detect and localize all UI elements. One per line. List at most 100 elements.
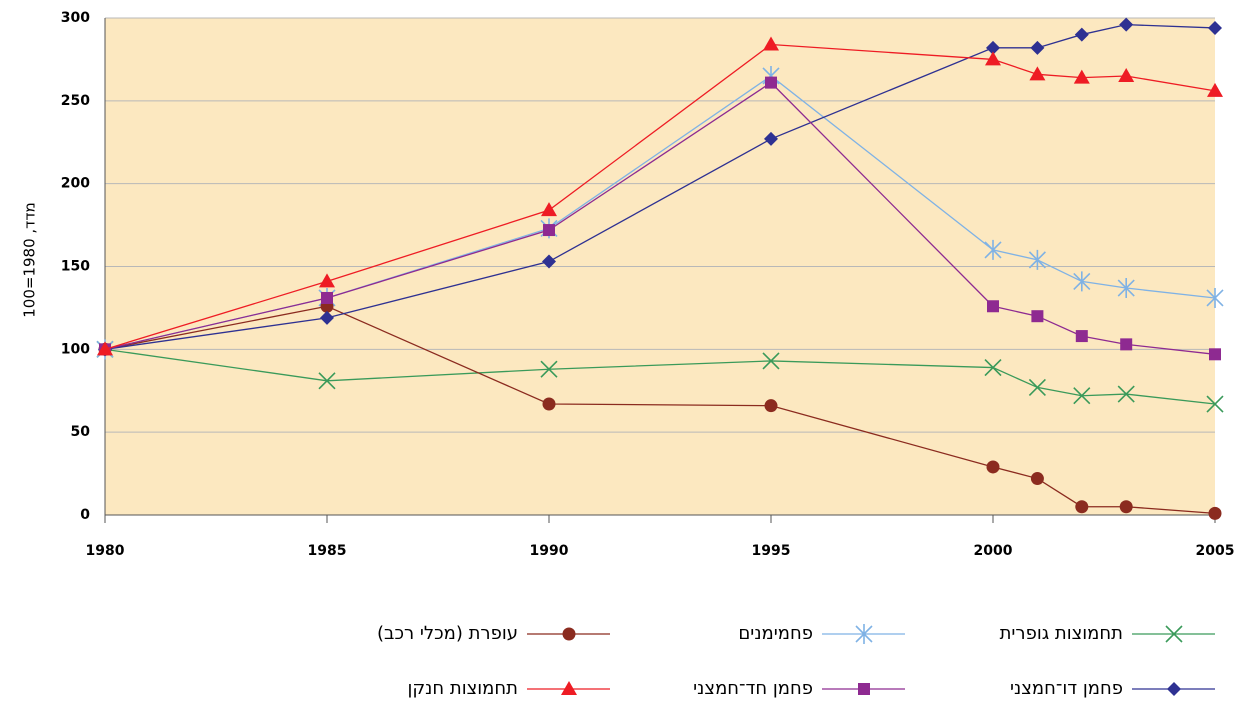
y-tick-label: 150 <box>61 259 90 275</box>
marker-part <box>764 399 778 413</box>
marker <box>1073 387 1091 405</box>
marker <box>97 341 113 356</box>
marker-part <box>1117 385 1135 403</box>
marker-part <box>1207 82 1223 97</box>
marker-part <box>1073 69 1090 84</box>
marker <box>1028 249 1046 270</box>
marker-part <box>763 36 779 51</box>
y-axis-label: מדד, 1980=100 <box>21 202 39 318</box>
marker <box>543 224 555 237</box>
marker <box>1075 500 1089 514</box>
marker <box>1030 472 1044 486</box>
marker <box>986 40 1000 55</box>
legend-marker <box>858 683 870 695</box>
marker-part <box>1119 500 1133 514</box>
marker <box>1117 385 1135 403</box>
marker <box>764 131 778 146</box>
marker-part <box>1075 500 1089 514</box>
marker-part <box>542 254 556 269</box>
marker <box>1208 506 1222 520</box>
marker-part <box>1073 271 1091 292</box>
legend-label: פחמן חד־חמצני <box>693 678 813 699</box>
marker-part <box>984 239 1002 260</box>
marker <box>986 460 1000 474</box>
legend-label: פחמן דו־חמצני <box>1010 678 1123 699</box>
marker <box>321 291 333 304</box>
marker <box>1209 348 1221 361</box>
marker <box>541 202 557 217</box>
marker <box>1075 330 1088 343</box>
marker <box>320 310 334 325</box>
marker-part <box>1030 472 1044 486</box>
marker-part <box>1074 27 1089 42</box>
marker <box>1073 271 1091 292</box>
marker-part <box>1209 348 1221 361</box>
marker-part <box>562 627 576 641</box>
marker <box>542 254 556 269</box>
marker-part <box>855 624 873 644</box>
marker-part <box>1118 67 1135 82</box>
marker <box>1118 67 1135 82</box>
legend-label: תחמוצות גופרית <box>1000 623 1123 644</box>
y-tick-label: 0 <box>80 507 90 523</box>
marker-part <box>97 341 113 356</box>
marker <box>1207 82 1223 97</box>
legend-marker <box>1165 625 1183 643</box>
marker <box>1074 27 1089 42</box>
marker <box>1208 20 1222 35</box>
marker-part <box>1029 66 1046 81</box>
marker <box>542 397 556 411</box>
legend-label: עופרת (מכלי רכב) <box>377 623 518 644</box>
marker-part <box>987 300 999 313</box>
marker-part <box>1167 682 1181 696</box>
marker-part <box>764 131 778 146</box>
marker-part <box>541 202 557 217</box>
y-tick-label: 200 <box>61 176 90 192</box>
marker-part <box>1031 310 1044 323</box>
marker-part <box>986 460 1000 474</box>
x-tick-label: 1995 <box>752 543 791 559</box>
marker-part <box>561 681 577 695</box>
legend-marker <box>1167 682 1181 696</box>
y-tick-label: 100 <box>61 341 90 357</box>
marker-part <box>858 683 870 695</box>
marker-part <box>1208 506 1222 520</box>
legend-marker <box>562 627 576 641</box>
marker <box>1030 40 1045 55</box>
marker-part <box>1028 378 1046 397</box>
marker <box>763 36 779 51</box>
legend-marker <box>855 624 873 644</box>
x-tick-label: 1985 <box>308 543 347 559</box>
y-tick-label: 250 <box>61 93 90 109</box>
legend-label: תחמוצות חנקן <box>408 678 519 699</box>
marker-part <box>984 358 1002 377</box>
marker-part <box>542 397 556 411</box>
marker-part <box>540 360 558 378</box>
x-tick-label: 2000 <box>974 543 1013 559</box>
marker <box>765 76 777 89</box>
marker <box>985 51 1001 66</box>
marker-part <box>1120 338 1133 351</box>
marker-part <box>765 76 777 89</box>
marker-part <box>320 310 334 325</box>
marker-part <box>543 224 555 237</box>
marker <box>1029 66 1046 81</box>
marker-part <box>319 273 335 288</box>
marker-part <box>762 352 780 370</box>
marker <box>1206 287 1224 308</box>
marker-part <box>1206 287 1224 308</box>
marker-part <box>1119 17 1134 32</box>
marker <box>319 273 335 288</box>
marker <box>318 372 336 390</box>
marker-part <box>321 291 333 304</box>
marker-part <box>985 51 1001 66</box>
x-tick-label: 1980 <box>86 543 125 559</box>
marker-part <box>1075 330 1088 343</box>
marker <box>1073 69 1090 84</box>
marker-part <box>1073 387 1091 405</box>
marker-part <box>1030 40 1045 55</box>
marker <box>984 239 1002 260</box>
marker <box>762 352 780 370</box>
marker <box>1206 395 1224 413</box>
